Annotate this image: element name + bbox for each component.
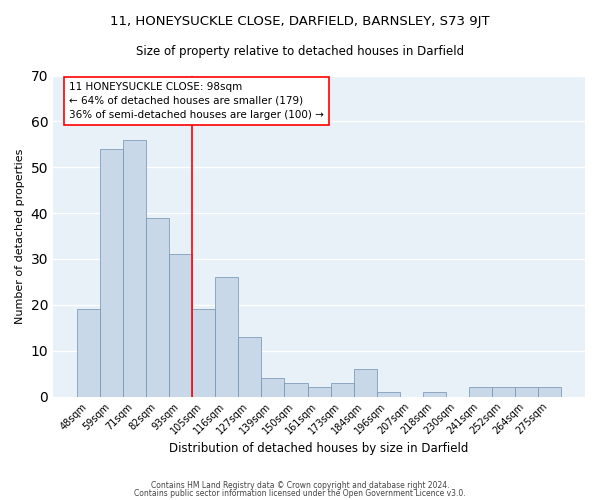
Bar [215, 278, 238, 396]
Bar [377, 392, 400, 396]
Bar [308, 388, 331, 396]
Text: 11 HONEYSUCKLE CLOSE: 98sqm
← 64% of detached houses are smaller (179)
36% of se: 11 HONEYSUCKLE CLOSE: 98sqm ← 64% of det… [69, 82, 324, 120]
Bar [146, 218, 169, 396]
Bar [353, 369, 377, 396]
Bar [238, 337, 262, 396]
X-axis label: Distribution of detached houses by size in Darfield: Distribution of detached houses by size … [169, 442, 469, 455]
Text: Size of property relative to detached houses in Darfield: Size of property relative to detached ho… [136, 45, 464, 58]
Bar [284, 383, 308, 396]
Bar [169, 254, 193, 396]
Bar [469, 388, 492, 396]
Text: Contains public sector information licensed under the Open Government Licence v3: Contains public sector information licen… [134, 488, 466, 498]
Text: 11, HONEYSUCKLE CLOSE, DARFIELD, BARNSLEY, S73 9JT: 11, HONEYSUCKLE CLOSE, DARFIELD, BARNSLE… [110, 15, 490, 28]
Bar [123, 140, 146, 396]
Bar [492, 388, 515, 396]
Text: Contains HM Land Registry data © Crown copyright and database right 2024.: Contains HM Land Registry data © Crown c… [151, 481, 449, 490]
Bar [515, 388, 538, 396]
Bar [77, 310, 100, 396]
Bar [262, 378, 284, 396]
Bar [193, 310, 215, 396]
Bar [331, 383, 353, 396]
Bar [100, 149, 123, 396]
Y-axis label: Number of detached properties: Number of detached properties [15, 148, 25, 324]
Bar [538, 388, 561, 396]
Bar [422, 392, 446, 396]
